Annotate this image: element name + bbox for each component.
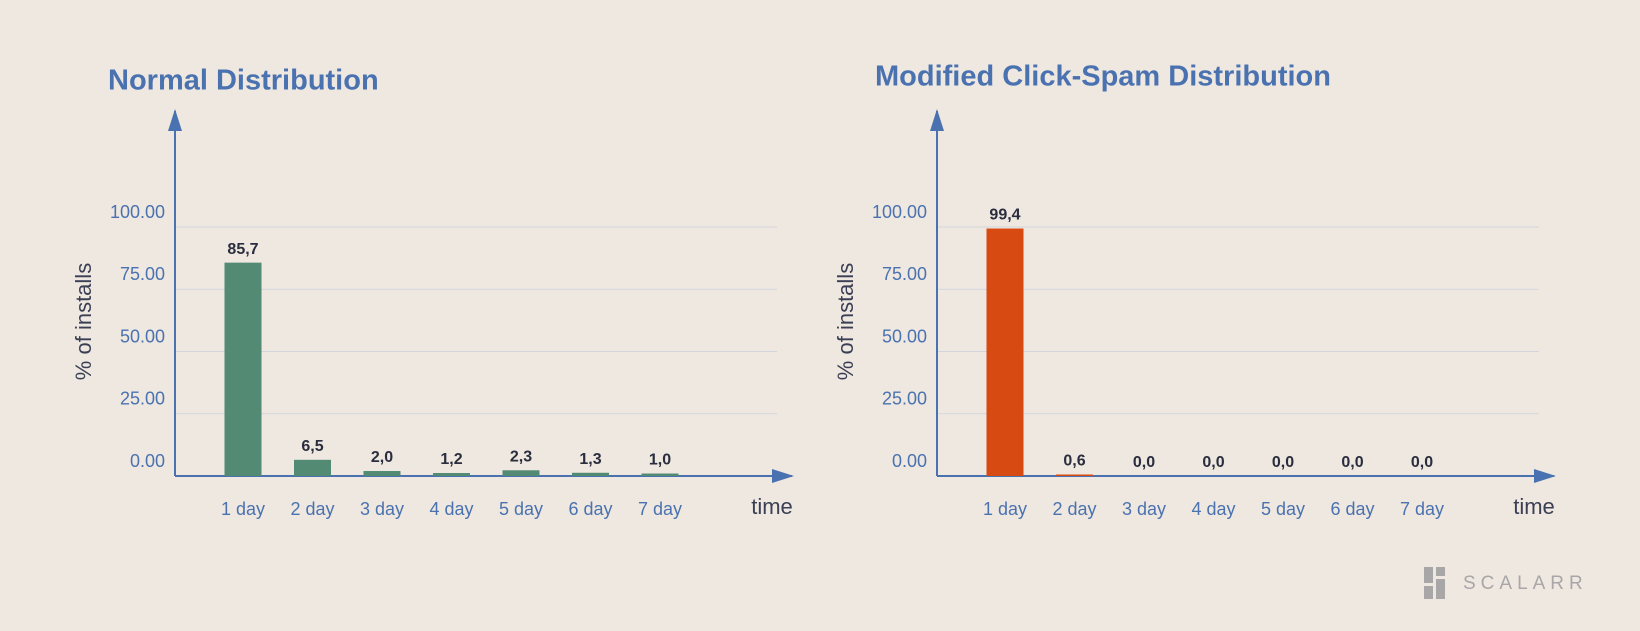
x-tick-label: 6 day	[1330, 499, 1374, 519]
value-label: 6,5	[301, 438, 323, 455]
y-tick-label: 75.00	[882, 264, 927, 284]
value-label: 0,0	[1272, 454, 1294, 471]
bar	[1056, 474, 1093, 476]
x-tick-label: 3 day	[1122, 499, 1166, 519]
bar	[363, 471, 401, 476]
bar	[641, 473, 679, 476]
x-tick-label: 3 day	[360, 499, 404, 519]
y-tick-label: 25.00	[120, 389, 165, 409]
value-label: 0,6	[1063, 453, 1085, 470]
logo-text: SCALARR	[1463, 573, 1588, 594]
x-tick-label: 1 day	[221, 499, 265, 519]
y-tick-label: 75.00	[120, 264, 165, 284]
bar	[433, 473, 470, 476]
value-label: 0,0	[1341, 454, 1363, 471]
x-tick-label: 6 day	[568, 499, 612, 519]
chart-title: Modified Click-Spam Distribution	[875, 61, 1331, 93]
value-label: 1,3	[579, 451, 601, 468]
x-tick-label: 4 day	[1191, 499, 1235, 519]
x-tick-label: 4 day	[429, 499, 473, 519]
value-label: 1,2	[440, 451, 462, 468]
y-tick-label: 25.00	[882, 389, 927, 409]
logo-icon	[1436, 567, 1445, 576]
bar	[986, 228, 1024, 476]
x-tick-label: 7 day	[638, 499, 682, 519]
value-label: 85,7	[227, 241, 258, 258]
value-label: 0,0	[1411, 454, 1433, 471]
y-axis-label: % of installs	[833, 263, 858, 380]
x-tick-label: 7 day	[1400, 499, 1444, 519]
x-axis-label: time	[751, 494, 793, 519]
bar	[294, 459, 331, 476]
x-tick-label: 5 day	[1261, 499, 1305, 519]
value-label: 0,0	[1202, 454, 1224, 471]
x-tick-label: 5 day	[499, 499, 543, 519]
bar	[224, 262, 262, 476]
y-axis-label: % of installs	[71, 263, 96, 380]
logo-icon	[1424, 567, 1433, 583]
y-tick-label: 50.00	[882, 326, 927, 346]
y-tick-label: 100.00	[872, 202, 927, 222]
value-label: 1,0	[649, 452, 671, 469]
x-tick-label: 2 day	[290, 499, 334, 519]
logo-icon	[1436, 579, 1445, 599]
y-tick-label: 50.00	[120, 326, 165, 346]
bar	[502, 470, 540, 476]
x-tick-label: 1 day	[983, 499, 1027, 519]
y-tick-label: 100.00	[110, 202, 165, 222]
value-label: 0,0	[1133, 454, 1155, 471]
value-label: 2,0	[371, 449, 393, 466]
y-tick-label: 0.00	[892, 451, 927, 471]
x-tick-label: 2 day	[1052, 499, 1096, 519]
chart-title: Normal Distribution	[108, 65, 379, 97]
value-label: 2,3	[510, 448, 532, 465]
value-label: 99,4	[989, 207, 1020, 224]
bar	[572, 472, 609, 476]
logo-icon	[1424, 586, 1433, 599]
x-axis-label: time	[1513, 494, 1555, 519]
logo: SCALARR	[1424, 567, 1588, 599]
y-tick-label: 0.00	[130, 451, 165, 471]
